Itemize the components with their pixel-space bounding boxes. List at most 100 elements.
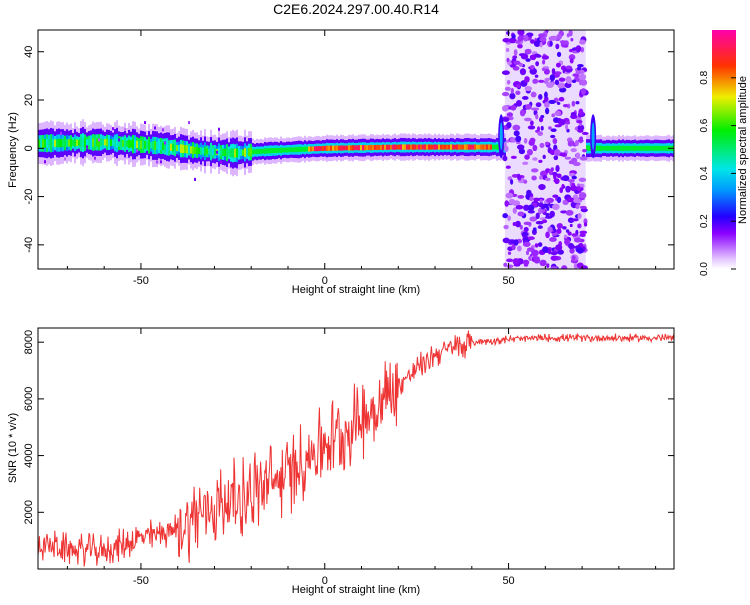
spectrogram-blob (547, 226, 553, 233)
spectrogram-blob (580, 88, 586, 96)
spectrogram-cell (600, 145, 602, 151)
spectrogram-blob (549, 210, 555, 218)
spectrogram-blob (568, 245, 577, 249)
spectrogram-blob (540, 125, 544, 131)
spectrogram-cell (334, 145, 336, 151)
spectrogram-blob (557, 249, 564, 255)
spectrogram-cell (460, 144, 462, 150)
spectrogram-blob (516, 83, 521, 89)
spectrogram-blob (558, 118, 566, 126)
spectrogram-cell (112, 127, 114, 131)
spectrogram-blob (535, 220, 544, 225)
spectrogram-cell (60, 138, 62, 148)
spectrogram-blob (529, 216, 538, 222)
spectrogram-cell (46, 138, 48, 148)
spectrogram-cell (454, 144, 456, 150)
spectrogram-cell (54, 139, 56, 147)
spectrogram-blob (562, 104, 569, 108)
spectrogram-cell (64, 157, 66, 161)
spectrogram-blob (549, 35, 558, 41)
spectrogram-blob (575, 70, 581, 75)
spectrogram-blob (517, 211, 525, 217)
spectrogram-cell (338, 145, 340, 151)
spectrogram-blob (576, 262, 584, 269)
spectrogram-cell (450, 144, 452, 150)
spectrogram-cell (96, 138, 98, 147)
spectrogram-blob (529, 120, 534, 126)
spectrogram-cell (386, 144, 388, 150)
spectrogram-cell (156, 141, 158, 150)
spectrogram-cell (138, 141, 140, 148)
spectrogram-cell (410, 144, 412, 150)
spectrogram-blob (524, 76, 530, 83)
spectrogram-cell (306, 146, 308, 152)
spectrogram-cell (174, 143, 176, 152)
spectrogram-cell (418, 144, 420, 150)
spectrogram-cell (86, 139, 88, 146)
spectrogram-blob (507, 215, 511, 222)
spectrogram-blob (530, 65, 535, 70)
spectrogram-blob (532, 227, 537, 232)
spectrogram-cell (204, 146, 206, 156)
spectrogram-cell (296, 146, 298, 153)
spectrogram-blob (554, 148, 561, 156)
spectrogram-cell (382, 144, 384, 151)
spectrogram-blob (578, 108, 584, 115)
spectrogram-blob (524, 48, 532, 55)
colorbar-ticks: 0.0 0.2 0.4 0.6 0.8 (699, 70, 736, 276)
spectrogram-blob (522, 96, 529, 100)
spectrogram-blob (538, 159, 543, 163)
spectrogram-cell (416, 144, 418, 150)
spectrogram-blob (531, 249, 539, 257)
spectrogram-blob (545, 82, 554, 89)
spectrogram-blob (510, 155, 517, 159)
spectrogram-cell (400, 144, 402, 150)
spectrogram-cell (378, 144, 380, 150)
spectrogram-cell (232, 148, 234, 158)
spectrogram-cell (444, 144, 446, 150)
spectrogram-blob (546, 263, 550, 268)
spectrogram-cell (304, 146, 306, 152)
spectrogram-blob (575, 204, 580, 210)
spectrogram-cell (234, 148, 236, 158)
spectrogram-cell (144, 121, 146, 125)
spectrogram-cell (218, 127, 220, 131)
spectrogram-cell (328, 145, 330, 151)
spectrogram-cell (194, 177, 196, 181)
spectrogram-blob (522, 34, 529, 42)
spectrogram-cell (170, 143, 172, 151)
spectrogram-blob (502, 213, 509, 219)
spectrogram-blob (549, 40, 553, 47)
spectrogram-blob (567, 140, 573, 147)
snr-ytick-label: 2000 (23, 500, 35, 524)
spectrogram-cell (610, 145, 612, 151)
spectrogram-cell (350, 145, 352, 151)
spectrogram-cell (318, 146, 320, 152)
spectrogram-cell (326, 145, 328, 151)
spectrogram-blob (525, 250, 530, 256)
spectrogram-cell (636, 145, 638, 151)
spectrogram-blob (502, 38, 510, 43)
spectrogram-cell (164, 142, 166, 151)
spectrogram-blob (550, 167, 554, 172)
spectrogram-cell (472, 144, 474, 150)
snr-ytick-label: 6000 (23, 387, 35, 411)
spectrogram-blob (579, 39, 586, 45)
spectrogram-cell (316, 146, 318, 152)
spectrogram-cell (322, 145, 324, 151)
spectrogram-blob (501, 70, 510, 76)
spectrogram-blob (539, 175, 543, 180)
spectrogram-blob (564, 123, 569, 130)
spectrogram-blob (501, 91, 510, 97)
spectrogram-cell (464, 144, 466, 150)
spectrogram-cell (392, 144, 394, 150)
spectrogram-blob (580, 79, 588, 86)
spectrogram-blob (571, 255, 576, 261)
spectrogram-cell (76, 139, 78, 147)
spectrogram-blob (515, 135, 522, 143)
spectrogram-blob (532, 144, 538, 152)
spectrogram-blob (518, 148, 526, 155)
colorbar: 0.0 0.2 0.4 0.6 0.8 Normalized spectral ampl… (699, 30, 749, 276)
spectrogram-cell (246, 148, 248, 156)
